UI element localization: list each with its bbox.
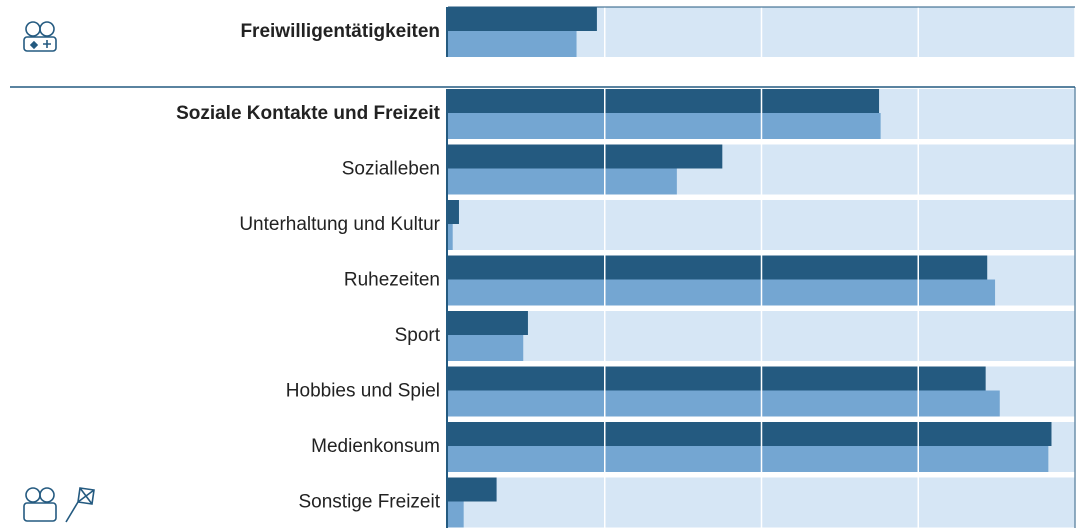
category-label: Ruhezeiten	[344, 270, 440, 291]
category-label: Freiwilligentätigkeiten	[240, 21, 440, 42]
bar	[448, 168, 677, 195]
category-label: Sozialleben	[342, 159, 440, 180]
bar	[448, 113, 881, 139]
bar	[448, 89, 880, 113]
bar	[448, 366, 986, 391]
category-label: Medienkonsum	[311, 436, 440, 457]
bar	[448, 224, 453, 250]
bar	[448, 279, 996, 306]
bar	[448, 422, 1052, 446]
bar	[448, 335, 524, 361]
icon-volunteer	[23, 21, 57, 52]
category-label: Hobbies und Spiel	[286, 381, 440, 402]
bar	[448, 255, 988, 280]
category-label: Sonstige Freizeit	[298, 492, 440, 513]
icon-leisure	[23, 487, 95, 523]
category-label: Soziale Kontakte und Freizeit	[176, 103, 441, 124]
bar	[448, 200, 459, 224]
bar	[448, 477, 497, 502]
bar	[448, 390, 1000, 417]
category-label: Unterhaltung und Kultur	[239, 214, 440, 235]
bar	[448, 7, 597, 31]
bar	[448, 31, 577, 57]
bar	[448, 501, 464, 528]
bar	[448, 446, 1049, 472]
category-label: Sport	[395, 325, 441, 346]
bar	[448, 144, 723, 169]
bar	[448, 311, 528, 335]
